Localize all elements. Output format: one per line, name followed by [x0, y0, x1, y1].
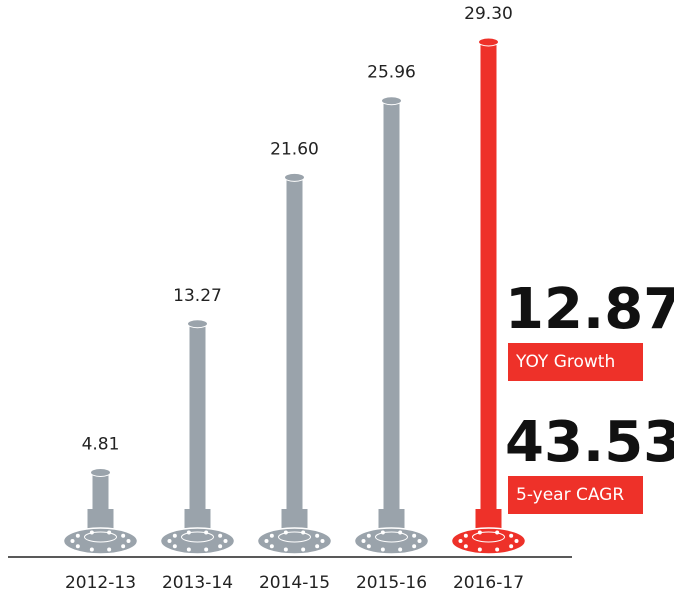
bolt-hole: [204, 548, 208, 552]
bolt-hole: [121, 544, 125, 548]
bolt-hole: [90, 530, 94, 534]
stat-label: 5-year CAGR: [516, 485, 624, 505]
axle-shaft: [481, 42, 497, 537]
axle-shaft: [384, 101, 400, 537]
bolt-hole: [398, 548, 402, 552]
chart: 2012-13 4.81 2013-14 13.27 2014-15 21.60 2015-…: [0, 0, 674, 597]
bolt-hole: [218, 544, 222, 548]
x-tick-label: 2012-13: [65, 573, 136, 593]
bolt-hole: [270, 544, 274, 548]
bolt-hole: [321, 539, 325, 543]
bolt-hole: [107, 530, 111, 534]
bolt-hole: [187, 548, 191, 552]
bolt-hole: [412, 534, 416, 538]
x-tick-label: 2014-15: [259, 573, 330, 593]
bolt-hole: [464, 544, 468, 548]
axle-cap: [479, 38, 499, 46]
bolt-hole: [459, 539, 463, 543]
bolt-hole: [265, 539, 269, 543]
axle-cap: [285, 173, 305, 181]
bolt-hole: [173, 544, 177, 548]
bolt-hole: [218, 534, 222, 538]
bolt-hole: [367, 534, 371, 538]
bolt-hole: [107, 548, 111, 552]
bolt-hole: [495, 548, 499, 552]
bolt-hole: [76, 544, 80, 548]
bolt-hole: [76, 534, 80, 538]
stat-value: 12.87%: [505, 277, 674, 342]
axle-cap: [382, 97, 402, 105]
bolt-hole: [495, 530, 499, 534]
value-label: 13.27: [173, 286, 222, 306]
bolt-hole: [168, 539, 172, 543]
axle-cap: [91, 468, 111, 476]
bolt-hole: [515, 539, 519, 543]
axle-shaft: [287, 177, 303, 537]
axle-cap: [188, 320, 208, 328]
bolt-hole: [173, 534, 177, 538]
bolt-hole: [509, 534, 513, 538]
bolt-hole: [315, 534, 319, 538]
x-tick-label: 2015-16: [356, 573, 427, 593]
bolt-hole: [71, 539, 75, 543]
bolt-hole: [478, 530, 482, 534]
flange-hub: [279, 532, 311, 542]
axle-shaft: [190, 324, 206, 537]
flange-hub: [473, 532, 505, 542]
stat-value: 43.53%: [505, 410, 674, 475]
stat-label: YOY Growth: [515, 352, 615, 372]
value-label: 29.30: [464, 4, 513, 24]
bolt-hole: [127, 539, 131, 543]
value-label: 4.81: [82, 434, 120, 454]
flange-hub: [85, 532, 117, 542]
flange-hub: [376, 532, 408, 542]
bolt-hole: [187, 530, 191, 534]
stat-number: 12.87: [505, 277, 674, 342]
bolt-hole: [204, 530, 208, 534]
bolt-hole: [367, 544, 371, 548]
value-label: 25.96: [367, 63, 416, 83]
bolt-hole: [301, 548, 305, 552]
bolt-hole: [478, 548, 482, 552]
bolt-hole: [412, 544, 416, 548]
bolt-hole: [224, 539, 228, 543]
bolt-hole: [381, 530, 385, 534]
bolt-hole: [270, 534, 274, 538]
bolt-hole: [464, 534, 468, 538]
bolt-hole: [509, 544, 513, 548]
bolt-hole: [284, 530, 288, 534]
bolt-hole: [284, 548, 288, 552]
bolt-hole: [121, 534, 125, 538]
bolt-hole: [315, 544, 319, 548]
bolt-hole: [398, 530, 402, 534]
x-tick-label: 2013-14: [162, 573, 233, 593]
bolt-hole: [90, 548, 94, 552]
bolt-hole: [301, 530, 305, 534]
x-tick-label: 2016-17: [453, 573, 524, 593]
value-label: 21.60: [270, 139, 319, 159]
bolt-hole: [362, 539, 366, 543]
flange-hub: [182, 532, 214, 542]
stat-number: 43.53: [505, 410, 674, 475]
bolt-hole: [418, 539, 422, 543]
bolt-hole: [381, 548, 385, 552]
